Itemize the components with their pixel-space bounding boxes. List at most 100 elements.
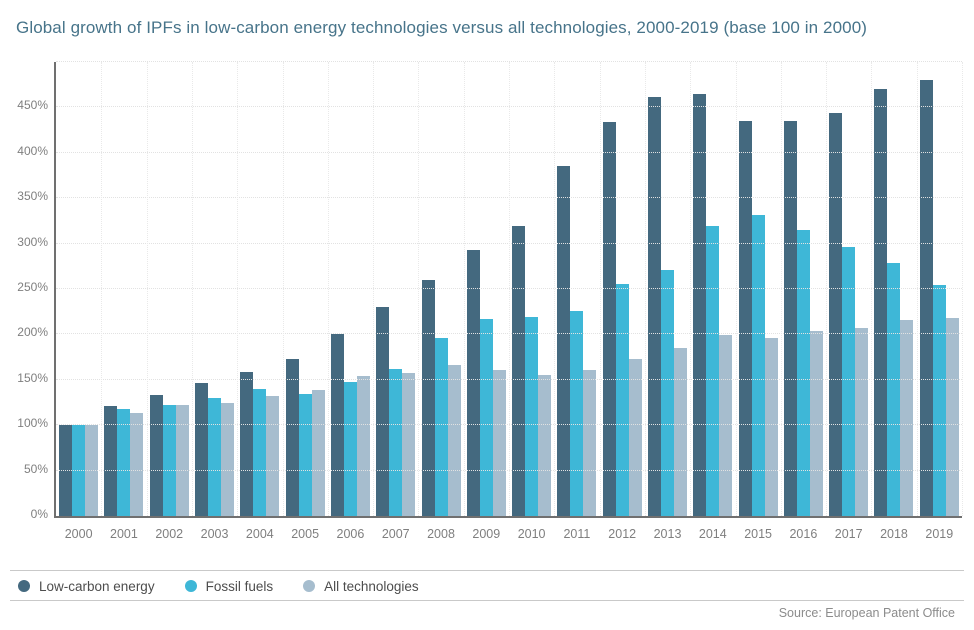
bar-2011-fossil-fuels: [570, 310, 584, 516]
bar-group-2004: [237, 62, 282, 516]
x-tick-label-2010: 2010: [517, 527, 546, 541]
bar-2015-fossil-fuels: [751, 214, 765, 516]
bar-group-2009: [464, 62, 509, 516]
x-tick-label-2009: 2009: [472, 527, 501, 541]
x-tick-label-2005: 2005: [291, 527, 320, 541]
bar-2003-fossil-fuels: [208, 397, 222, 516]
y-tick-label: 100%: [17, 416, 48, 431]
bar-2013-all-technologies: [674, 348, 687, 516]
bar-2007-all-technologies: [402, 372, 416, 516]
page-title: Global growth of IPFs in low-carbon ener…: [16, 18, 868, 37]
bar-2006-fossil-fuels: [343, 381, 357, 516]
x-axis-line: [54, 516, 962, 518]
x-tick-label-2001: 2001: [110, 527, 138, 541]
bar-2001-low-carbon-energy: [104, 406, 118, 516]
bar-group-2012: [600, 62, 645, 516]
bar-2016-all-technologies: [809, 330, 823, 516]
bar-group-2011: [554, 62, 599, 516]
bar-2002-low-carbon-energy: [149, 395, 163, 516]
bar-2017-low-carbon-energy: [829, 112, 843, 516]
x-tick-label-2017: 2017: [834, 527, 863, 541]
bar-group-2018: [871, 62, 916, 516]
bar-2012-all-technologies: [628, 358, 642, 516]
bar-2019-fossil-fuels: [932, 285, 946, 516]
bar-2015-all-technologies: [764, 338, 778, 516]
y-tick-label: 400%: [17, 143, 48, 158]
x-tick-label-2011: 2011: [563, 527, 591, 541]
legend-label-low-carbon-energy: Low-carbon energy: [39, 578, 155, 594]
bar-2012-low-carbon-energy: [602, 121, 616, 516]
bar-2012-fossil-fuels: [615, 284, 629, 516]
x-tick-label-2007: 2007: [381, 527, 410, 541]
bar-2002-all-technologies: [175, 405, 189, 516]
bar-2009-low-carbon-energy: [466, 249, 480, 516]
legend-marker-fossil-fuels-icon: [184, 580, 197, 592]
x-tick-label-2014: 2014: [698, 527, 727, 541]
y-tick-label: 200%: [17, 325, 48, 340]
bar-group-2013: [645, 62, 690, 516]
y-tick-label: 50%: [23, 461, 48, 476]
legend: Low-carbon energy Fossil fuels All technol…: [18, 576, 419, 596]
x-tick-label-2004: 2004: [245, 527, 274, 541]
bar-2002-fossil-fuels: [162, 405, 176, 516]
bar-2006-all-technologies: [356, 376, 370, 516]
legend-marker-all-technologies-icon: [303, 580, 316, 592]
bar-2010-fossil-fuels: [525, 317, 539, 516]
legend-label-fossil-fuels: Fossil fuels: [205, 578, 274, 594]
legend-item-fossil-fuels: Fossil fuels: [184, 578, 274, 594]
x-tick-label-2003: 2003: [200, 527, 229, 541]
bar-2005-low-carbon-energy: [285, 358, 299, 516]
bar-2001-fossil-fuels: [117, 408, 131, 516]
legend-divider-bottom: [10, 600, 964, 601]
y-tick-label: 450%: [17, 98, 48, 113]
bar-group-2019: [917, 62, 962, 516]
bar-2015-low-carbon-energy: [738, 121, 752, 516]
bar-2014-all-technologies: [719, 335, 733, 516]
bar-group-2016: [781, 62, 826, 516]
x-tick-label-2016: 2016: [789, 527, 818, 541]
y-axis-line: [54, 62, 56, 518]
legend-divider-top: [10, 570, 964, 571]
bar-2014-low-carbon-energy: [693, 93, 707, 516]
x-tick-label-2013: 2013: [653, 527, 682, 541]
bar-2018-low-carbon-energy: [874, 89, 888, 516]
bar-2004-all-technologies: [266, 396, 280, 516]
bar-2007-low-carbon-energy: [376, 307, 390, 516]
x-axis-labels: 2000 2001 2002 2003 2004 2005 2006 2007 2008 2009…: [56, 527, 962, 541]
x-tick-label-2018: 2018: [880, 527, 908, 541]
bar-group-2003: [192, 62, 237, 516]
bar-2003-low-carbon-energy: [195, 383, 209, 516]
bar-2019-low-carbon-energy: [919, 80, 933, 516]
bar-2011-low-carbon-energy: [557, 166, 571, 516]
y-tick-label: 0%: [30, 507, 48, 521]
bar-2017-all-technologies: [855, 328, 869, 516]
bar-2003-all-technologies: [221, 402, 235, 516]
bar-2006-low-carbon-energy: [330, 334, 344, 516]
bar-2000-fossil-fuels: [72, 425, 86, 516]
bar-group-2001: [101, 62, 146, 516]
bar-2016-low-carbon-energy: [783, 121, 797, 516]
bar-2007-fossil-fuels: [389, 368, 403, 516]
bar-2010-all-technologies: [538, 375, 552, 516]
bar-group-2000: [56, 62, 101, 516]
bar-2014-fossil-fuels: [706, 226, 720, 516]
bar-2008-fossil-fuels: [434, 338, 448, 516]
bar-group-2010: [509, 62, 554, 516]
bar-2009-all-technologies: [492, 369, 506, 516]
gridline-vertical: [962, 62, 963, 516]
bar-2018-all-technologies: [900, 319, 914, 516]
y-tick-label: 300%: [17, 234, 48, 249]
bar-2009-fossil-fuels: [479, 318, 493, 516]
bar-2016-fossil-fuels: [796, 229, 810, 516]
bar-group-2008: [418, 62, 463, 516]
bar-2008-all-technologies: [447, 365, 461, 516]
bar-2011-all-technologies: [583, 369, 597, 516]
bar-2017-fossil-fuels: [842, 247, 856, 516]
bar-group-2014: [690, 62, 735, 516]
y-tick-label: 150%: [17, 370, 48, 385]
bar-group-2005: [282, 62, 327, 516]
bar-2004-fossil-fuels: [253, 388, 267, 516]
bar-2001-all-technologies: [130, 412, 144, 516]
bar-2013-low-carbon-energy: [648, 96, 661, 516]
y-tick-label: 350%: [17, 189, 48, 204]
